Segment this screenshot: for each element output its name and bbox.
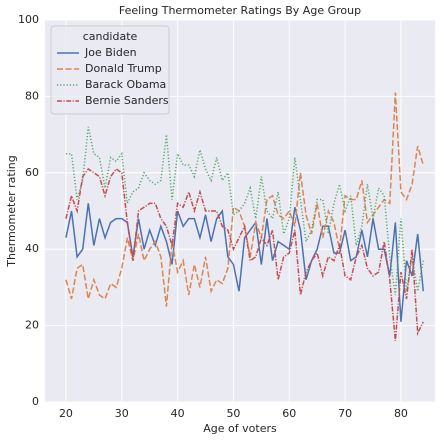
x-tick-label: 40	[171, 407, 185, 420]
y-tick-label: 60	[25, 166, 39, 179]
y-tick-label: 100	[18, 13, 39, 26]
legend-label: Bernie Sanders	[85, 94, 169, 107]
y-axis-label: Thermometer rating	[5, 155, 18, 267]
x-tick-label: 20	[59, 407, 73, 420]
line-series	[65, 167, 424, 341]
y-tick-label: 0	[32, 395, 39, 408]
legend-label: Donald Trump	[85, 62, 162, 75]
line-series	[65, 203, 425, 322]
y-tick-label: 20	[25, 319, 39, 332]
x-tick-label: 80	[394, 407, 408, 420]
y-tick-label: 80	[25, 89, 39, 102]
y-tick-label: 40	[25, 242, 39, 255]
legend-label: Barack Obama	[85, 78, 166, 91]
x-tick-label: 70	[338, 407, 352, 420]
x-tick-label: 60	[282, 407, 296, 420]
chart-title: Feeling Thermometer Ratings By Age Group	[119, 4, 361, 17]
x-tick-label: 50	[226, 407, 240, 420]
legend-label: Joe Biden	[84, 46, 137, 59]
x-axis-label: Age of voters	[203, 422, 277, 435]
x-tick-label: 30	[115, 407, 129, 420]
legend-box	[50, 25, 170, 115]
line-series	[65, 126, 425, 296]
legend-title: candidate	[83, 30, 138, 43]
